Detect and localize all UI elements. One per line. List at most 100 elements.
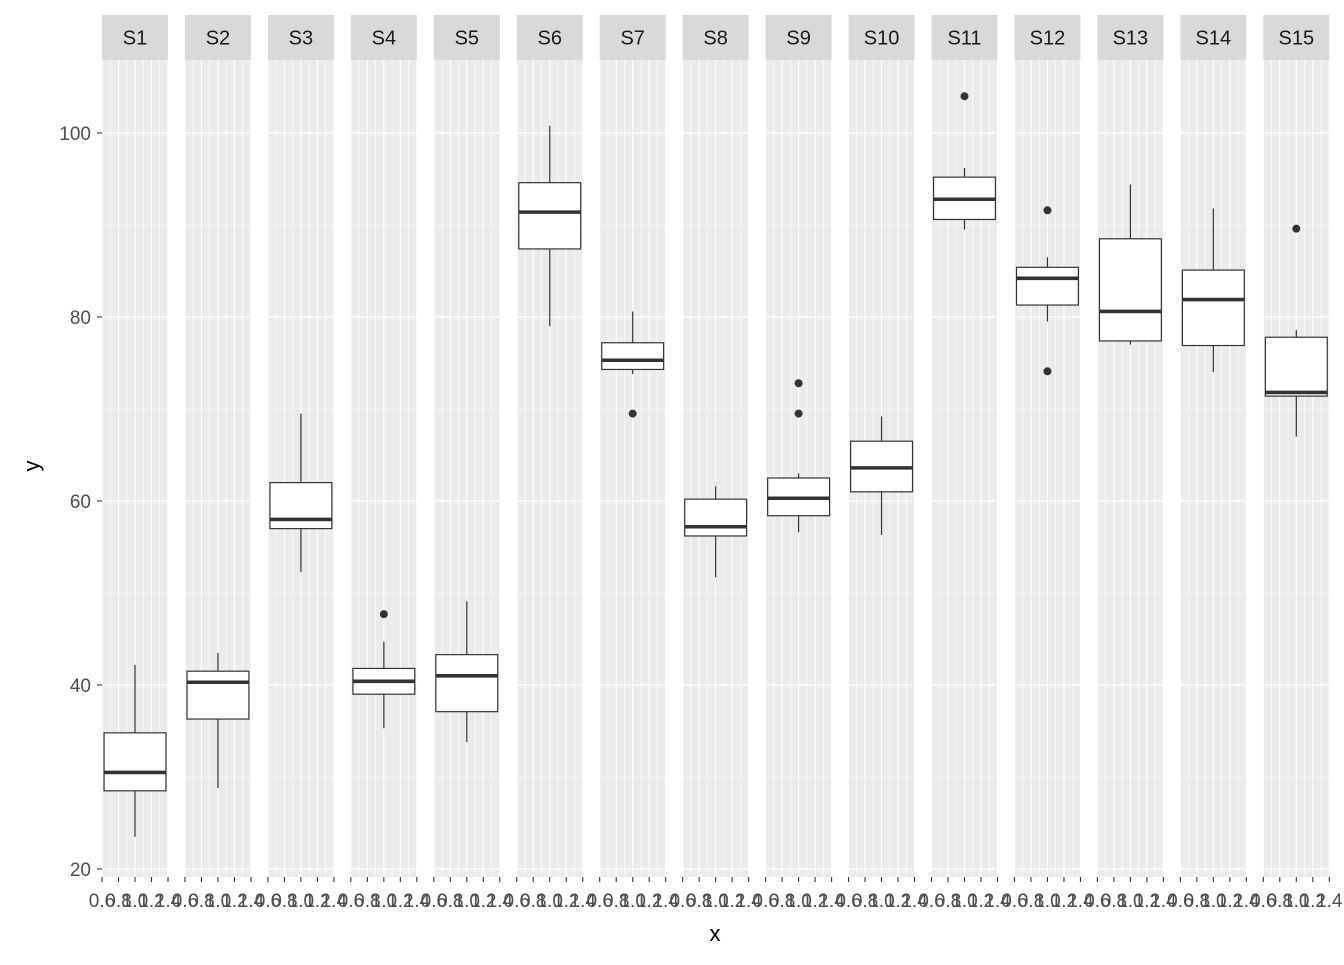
- x-tick-label: 1.4: [652, 891, 679, 912]
- x-tick-label: 1.0: [868, 891, 894, 912]
- x-tick-label: 1.4: [1150, 891, 1177, 912]
- x-tick-label: 1.2: [221, 891, 247, 912]
- facet-strip-label: S3: [289, 28, 313, 50]
- iqr-box: [684, 498, 748, 537]
- x-tick-label: 1.2: [553, 891, 579, 912]
- x-tick-label: 0.6: [1167, 891, 1193, 912]
- facet-strip-label: S5: [455, 28, 479, 50]
- x-tick-label: 0.6: [172, 891, 198, 912]
- facet-strip: [1263, 15, 1330, 60]
- x-tick-label: 1.0: [205, 891, 231, 912]
- x-tick-label: 0.8: [1267, 891, 1293, 912]
- outlier-point: [960, 92, 969, 101]
- x-tick-label: 1.4: [901, 891, 928, 912]
- x-tick-label: 1.4: [155, 891, 182, 912]
- y-tick-label: 20: [70, 860, 91, 881]
- facet-strip: [350, 15, 417, 60]
- facet-strip-label: S12: [1030, 28, 1066, 50]
- iqr-box: [1264, 336, 1328, 397]
- x-tick-label: 0.6: [255, 891, 281, 912]
- x-tick-label: 1.4: [404, 891, 431, 912]
- facet-strip-label: S13: [1113, 28, 1149, 50]
- x-tick-label: 1.2: [304, 891, 330, 912]
- facet-panel-s6: S6 0.60.81.01.21.4: [504, 15, 597, 912]
- x-tick-label: 1.2: [719, 891, 745, 912]
- facet-panel-s14: S14 0.60.81.01.21.4: [1167, 15, 1260, 912]
- facet-strip: [516, 15, 583, 60]
- facet-strip-label: S4: [372, 28, 396, 50]
- x-tick-label: 0.6: [752, 891, 778, 912]
- outlier-point: [1043, 206, 1052, 215]
- facet-strip: [765, 15, 832, 60]
- x-tick-label: 0.8: [1101, 891, 1127, 912]
- x-tick-label: 0.8: [437, 891, 463, 912]
- x-tick-label: 1.2: [470, 891, 496, 912]
- facet-strip: [1180, 15, 1247, 60]
- x-tick-label: 1.2: [1051, 891, 1077, 912]
- outlier-point: [1043, 367, 1052, 376]
- x-tick-label: 0.8: [686, 891, 712, 912]
- x-tick-label: 0.6: [918, 891, 944, 912]
- x-tick-label: 1.0: [1117, 891, 1143, 912]
- iqr-box: [1181, 269, 1245, 347]
- x-tick-label: 1.2: [636, 891, 662, 912]
- y-tick-label: 60: [70, 492, 91, 513]
- y-axis-title: y: [19, 461, 44, 472]
- facet-strip: [1097, 15, 1164, 60]
- x-tick-label: 1.0: [951, 891, 977, 912]
- iqr-box: [1015, 266, 1079, 306]
- iqr-box: [269, 482, 333, 530]
- facet-panel-s5: S5 0.60.81.01.21.4: [421, 15, 513, 912]
- facet-strip: [1014, 15, 1081, 60]
- facet-panel-s3: S3 0.60.81.01.21.4: [255, 15, 348, 912]
- x-tick-label: 1.0: [785, 891, 811, 912]
- facet-panel-s10: S10 0.60.81.01.21.4: [835, 15, 928, 912]
- x-tick-label: 0.8: [769, 891, 795, 912]
- x-tick-label: 1.4: [570, 891, 597, 912]
- x-tick-label: 0.8: [105, 891, 131, 912]
- x-tick-label: 1.0: [288, 891, 314, 912]
- iqr-box: [518, 182, 582, 250]
- x-tick-label: 0.6: [1250, 891, 1276, 912]
- x-tick-label: 0.8: [520, 891, 546, 912]
- x-tick-label: 1.4: [321, 891, 348, 912]
- facet-strip: [848, 15, 915, 60]
- x-tick-label: 1.0: [1283, 891, 1309, 912]
- facet-panel-s7: S7 0.60.81.01.21.4: [586, 15, 679, 912]
- x-tick-label: 0.8: [1184, 891, 1210, 912]
- x-tick-label: 1.2: [387, 891, 413, 912]
- facet-strip: [184, 15, 251, 60]
- x-tick-label: 1.4: [1316, 891, 1343, 912]
- facet-panel-s8: S8 0.60.81.01.21.4: [669, 15, 762, 912]
- facet-strip: [267, 15, 334, 60]
- x-tick-label: 0.6: [1084, 891, 1110, 912]
- facet-strip: [102, 15, 168, 60]
- facet-panel-s1: S1 0.60.81.01.21.4: [89, 15, 182, 912]
- x-tick-label: 0.6: [338, 891, 364, 912]
- x-tick-label: 1.0: [1034, 891, 1060, 912]
- facet-panel-s9: S9 0.60.81.01.21.4: [752, 15, 845, 912]
- x-tick-label: 1.2: [968, 891, 994, 912]
- iqr-box: [186, 670, 250, 720]
- facet-strip-label: S7: [620, 28, 644, 50]
- x-tick-label: 0.6: [835, 891, 861, 912]
- x-tick-label: 0.6: [504, 891, 530, 912]
- x-tick-label: 1.2: [1217, 891, 1243, 912]
- facet-panel-s15: S15 0.60.81.01.21.4: [1250, 15, 1343, 912]
- x-axis-title: x: [710, 921, 721, 946]
- x-tick-label: 1.0: [454, 891, 480, 912]
- x-tick-label: 1.0: [702, 891, 728, 912]
- x-tick-label: 1.0: [1200, 891, 1226, 912]
- facet-strip-label: S6: [538, 28, 562, 50]
- facet-panel-s12: S12 0.60.81.01.21.4: [1001, 15, 1094, 912]
- outlier-point: [794, 409, 803, 418]
- x-tick-label: 0.6: [669, 891, 695, 912]
- y-tick-label: 40: [70, 676, 91, 697]
- iqr-box: [1098, 238, 1162, 342]
- facet-strip: [433, 15, 500, 60]
- facet-panel-s13: S13 0.60.81.01.21.4: [1084, 15, 1177, 912]
- x-tick-label: 1.2: [885, 891, 911, 912]
- outlier-point: [794, 379, 803, 388]
- facet-strip-label: S9: [786, 28, 810, 50]
